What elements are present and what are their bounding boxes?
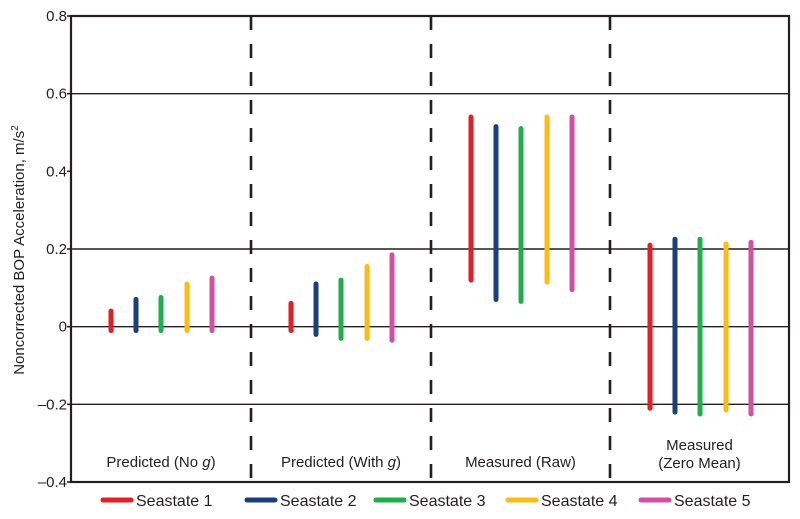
legend-label: Seastate 4 <box>541 493 618 510</box>
y-axis-ticks: –0.4 –0.2 0 0.2 0.4 0.6 0.8 <box>38 8 71 491</box>
y-tick-label: 0.8 <box>46 8 67 25</box>
y-tick-label: –0.2 <box>38 396 67 413</box>
y-tick-label: 0 <box>59 319 67 336</box>
y-tick-label: 0.4 <box>46 163 67 180</box>
y-axis-label-text: Noncorrected BOP Acceleration, m/s <box>11 131 28 375</box>
category-label: Measured <box>666 437 733 454</box>
legend-label: Seastate 3 <box>409 493 486 510</box>
legend-item-seastate-3: Seastate 3 <box>373 493 486 510</box>
bars <box>108 114 754 417</box>
legend-item-seastate-4: Seastate 4 <box>505 493 618 510</box>
category-label: (Zero Mean) <box>658 455 741 472</box>
y-tick-label: –0.4 <box>38 474 67 491</box>
category-labels: Predicted (No g) Predicted (With g) Measur… <box>106 437 740 472</box>
y-tick-label: 0.6 <box>46 86 67 103</box>
legend: Seastate 1 Seastate 2 Seastate 3 Seastate 4… <box>100 493 751 510</box>
y-axis-label: Noncorrected BOP Acceleration, m/s2 <box>10 125 28 375</box>
legend-label: Seastate 1 <box>136 493 213 510</box>
legend-label: Seastate 2 <box>280 493 357 510</box>
y-axis-label-superscript: 2 <box>10 125 21 131</box>
category-label: Predicted (No g) <box>106 454 215 471</box>
legend-item-seastate-5: Seastate 5 <box>638 493 751 510</box>
category-label: Measured (Raw) <box>465 454 576 471</box>
legend-item-seastate-1: Seastate 1 <box>100 493 213 510</box>
legend-label: Seastate 5 <box>674 493 751 510</box>
legend-item-seastate-2: Seastate 2 <box>244 493 357 510</box>
category-label: Predicted (With g) <box>281 454 401 471</box>
y-tick-label: 0.2 <box>46 241 67 258</box>
category-separators <box>249 16 612 482</box>
